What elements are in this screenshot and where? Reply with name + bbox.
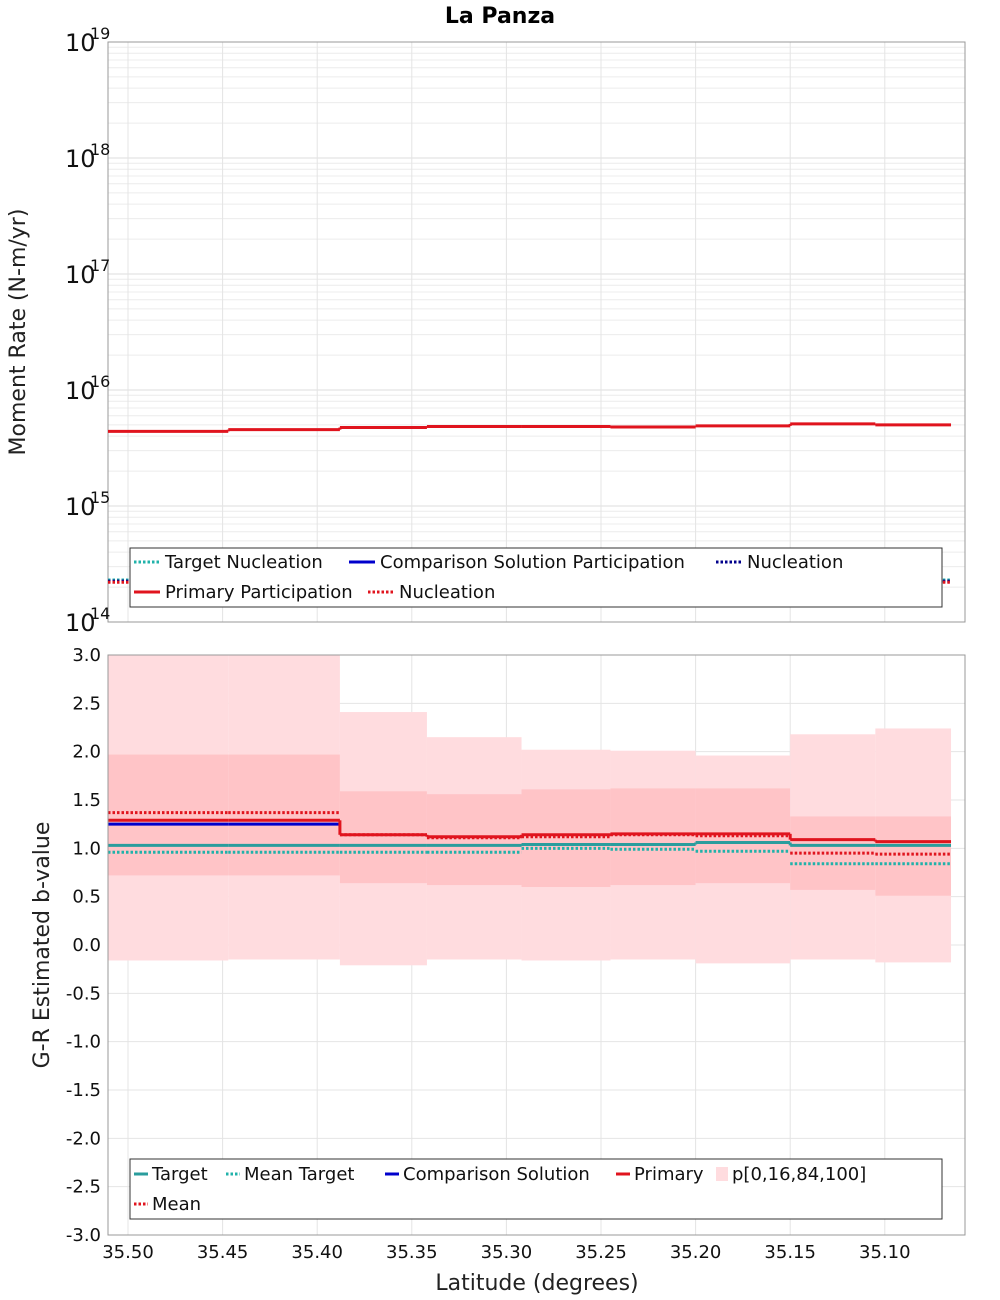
top-y-tick-label: 10 — [65, 145, 96, 173]
bottom-series-0 — [108, 841, 952, 847]
bottom-y-tick-label: -3.0 — [66, 1225, 101, 1246]
top-y-tick-exponent: 18 — [90, 140, 110, 159]
b-value-panel: 3.0 2.5 2.0 1.5 1.0 0.5 0.0 -0.5 -1.0 -1.5 -2.0 -2.… — [66, 645, 966, 1263]
bottom-y-tick-label: 0.0 — [72, 935, 101, 956]
x-tick-label: 35.10 — [859, 1242, 911, 1263]
bottom-y-tick-label: -1.0 — [66, 1032, 101, 1053]
x-tick-label: 35.40 — [291, 1242, 343, 1263]
bottom-y-tick-label: 2.5 — [72, 693, 101, 714]
band-inner — [610, 788, 696, 886]
top-y-tick-label: 10 — [65, 609, 96, 637]
bottom-y-tick-label: 0.5 — [72, 887, 101, 908]
bottom-y-tick-label: -2.5 — [66, 1177, 101, 1198]
top-y-tick-exponent: 19 — [90, 24, 110, 43]
top-legend-label: Target Nucleation — [164, 552, 323, 573]
top-y-tick-label: 10 — [65, 261, 96, 289]
top-y-tick-label: 10 — [65, 493, 96, 521]
top-y-tick-exponent: 14 — [90, 604, 110, 623]
bottom-series-1 — [108, 846, 952, 866]
x-tick-label: 35.45 — [197, 1242, 249, 1263]
top-y-axis-label: Moment Rate (N-m/yr) — [6, 209, 31, 456]
percentile-bands — [108, 655, 952, 966]
bottom-legend-band-label: p[0,16,84,100] — [732, 1164, 866, 1185]
bottom-y-tick-label: -1.5 — [66, 1080, 101, 1101]
top-legend-box — [129, 547, 943, 608]
bottom-y-axis-label: G-R Estimated b-value — [30, 822, 55, 1069]
bottom-series-3 — [108, 818, 952, 844]
bottom-y-tick-label: 3.0 — [72, 645, 101, 666]
band-inner — [108, 754, 229, 876]
x-tick-label: 35.15 — [764, 1242, 816, 1263]
band-inner — [228, 754, 340, 876]
bottom-y-tick-label: -2.0 — [66, 1128, 101, 1149]
band-inner — [426, 794, 522, 886]
x-tick-label: 35.50 — [102, 1242, 154, 1263]
x-tick-label: 35.35 — [386, 1242, 438, 1263]
top-legend-label: Comparison Solution Participation — [380, 552, 685, 573]
x-axis-label: Latitude (degrees) — [435, 1271, 638, 1296]
band-inner — [339, 791, 427, 884]
band-inner — [521, 789, 611, 887]
bottom-series-4 — [108, 811, 952, 856]
top-y-tick-exponent: 16 — [90, 372, 110, 391]
bottom-legend-label: Primary — [634, 1164, 704, 1185]
top-y-tick-label: 10 — [65, 377, 96, 405]
bottom-legend-band-swatch — [716, 1167, 728, 1181]
bottom-legend-label: Mean — [152, 1194, 201, 1215]
top-y-tick-exponent: 15 — [90, 488, 110, 507]
x-tick-label: 35.30 — [481, 1242, 533, 1263]
top-series-3 — [108, 422, 952, 433]
band-inner — [875, 816, 952, 896]
top-y-tick-label: 10 — [65, 29, 96, 57]
top-legend-label: Primary Participation — [165, 582, 353, 603]
bottom-y-tick-label: 2.0 — [72, 742, 101, 763]
x-tick-label: 35.20 — [670, 1242, 722, 1263]
top-legend-label: Nucleation — [399, 582, 495, 603]
bottom-plot-frame — [107, 654, 966, 1236]
top-legend: Target Nucleation Comparison Solution Par… — [129, 547, 943, 608]
top-legend-label: Nucleation — [747, 552, 843, 573]
bottom-y-tick-label: -0.5 — [66, 983, 101, 1004]
top-y-tick-exponent: 17 — [90, 256, 110, 275]
bottom-legend: Target Mean Target Comparison Solution Prim… — [129, 1158, 943, 1220]
bottom-legend-label: Mean Target — [244, 1164, 354, 1185]
bottom-legend-label: Target — [151, 1164, 208, 1185]
x-tick-label: 35.25 — [575, 1242, 627, 1263]
chart-title: La Panza — [445, 4, 555, 29]
bottom-y-tick-label: 1.0 — [72, 838, 101, 859]
bottom-legend-label: Comparison Solution — [403, 1164, 590, 1185]
bottom-y-tick-label: 1.5 — [72, 790, 101, 811]
top-plot-frame — [107, 41, 966, 623]
bottom-legend-box — [129, 1158, 943, 1220]
top-plot-area — [108, 42, 965, 622]
